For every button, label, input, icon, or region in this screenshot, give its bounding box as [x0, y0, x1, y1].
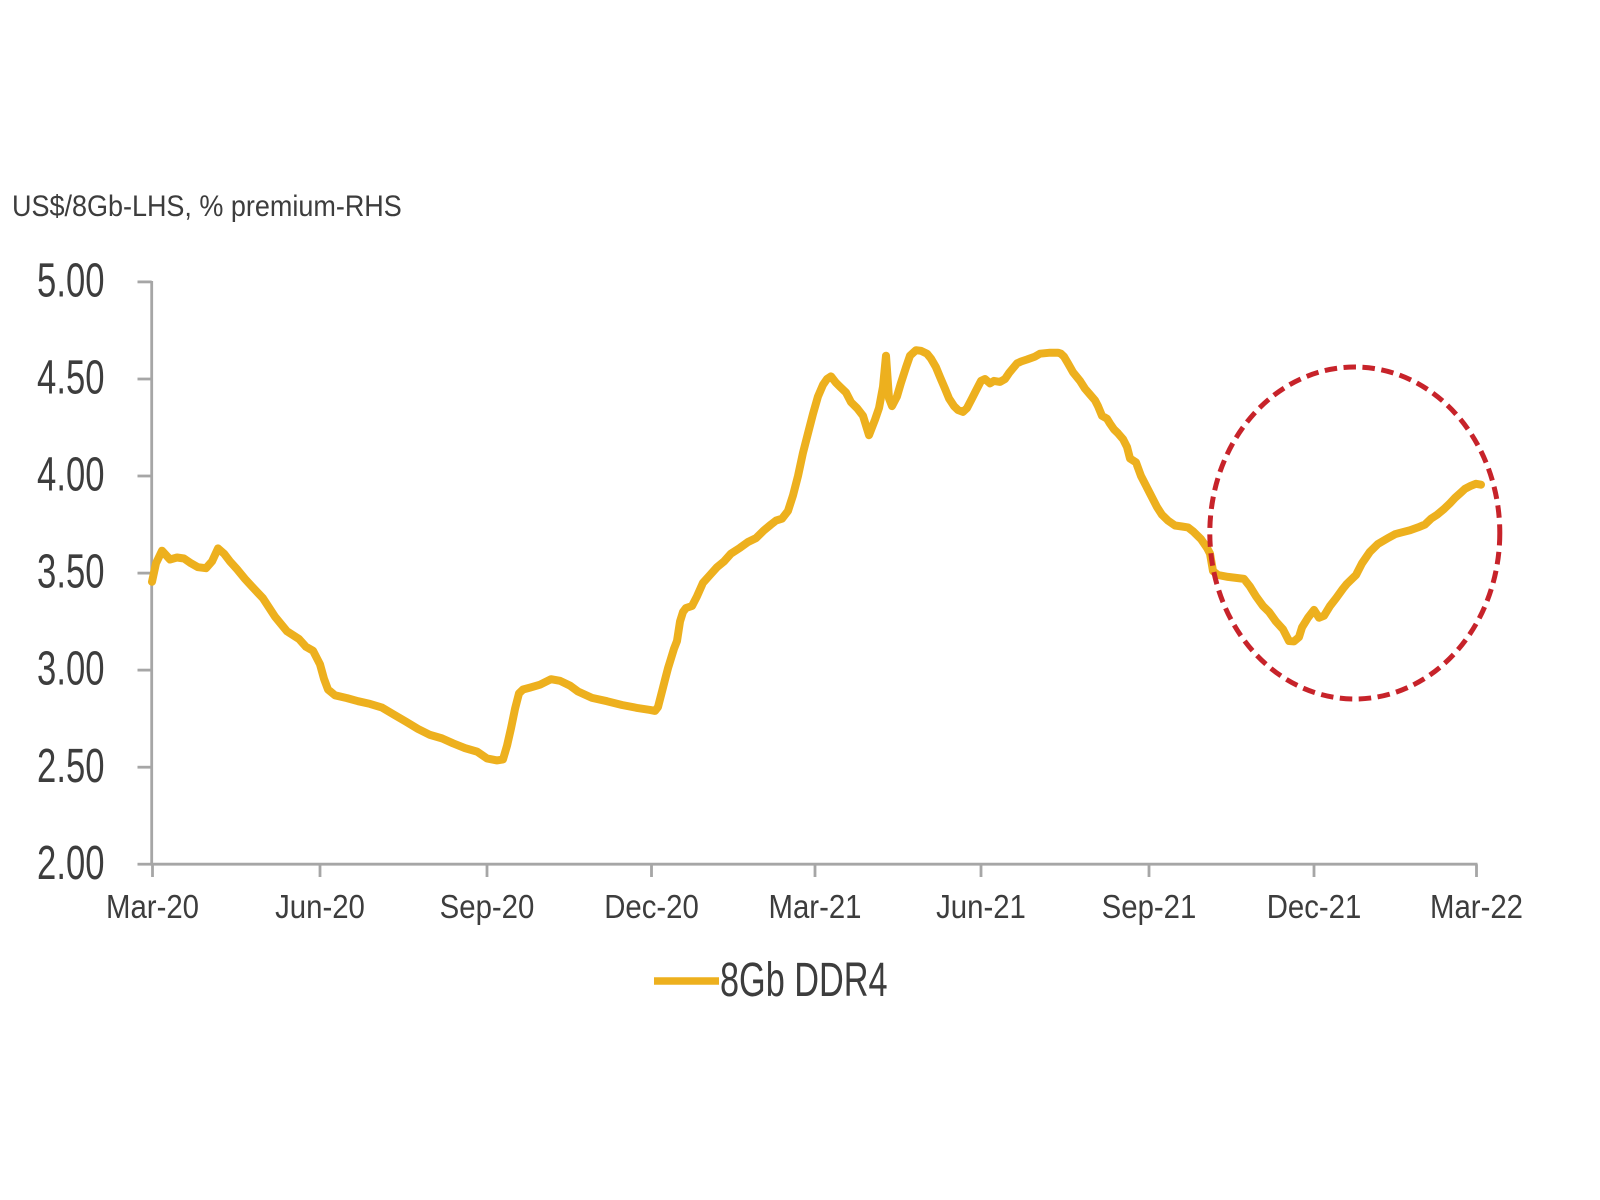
svg-text:2.50: 2.50 — [37, 738, 104, 792]
svg-text:3.00: 3.00 — [37, 641, 104, 695]
svg-text:8Gb DDR4: 8Gb DDR4 — [720, 952, 888, 1006]
svg-text:2.00: 2.00 — [37, 835, 104, 889]
svg-text:4.50: 4.50 — [37, 350, 104, 404]
svg-text:Sep-21: Sep-21 — [1102, 888, 1197, 925]
svg-text:Mar-20: Mar-20 — [106, 888, 199, 925]
svg-text:4.00: 4.00 — [37, 447, 104, 501]
svg-text:US$/8Gb-LHS, % premium-RHS: US$/8Gb-LHS, % premium-RHS — [12, 190, 402, 224]
svg-text:Sep-20: Sep-20 — [440, 888, 535, 925]
svg-text:5.00: 5.00 — [37, 253, 104, 307]
svg-text:Dec-20: Dec-20 — [604, 888, 699, 925]
svg-text:Mar-21: Mar-21 — [769, 888, 862, 925]
svg-text:Jun-20: Jun-20 — [275, 888, 365, 925]
svg-text:Mar-22: Mar-22 — [1430, 888, 1523, 925]
svg-text:Jun-21: Jun-21 — [936, 888, 1026, 925]
svg-text:Dec-21: Dec-21 — [1267, 888, 1362, 925]
svg-text:3.50: 3.50 — [37, 544, 104, 598]
